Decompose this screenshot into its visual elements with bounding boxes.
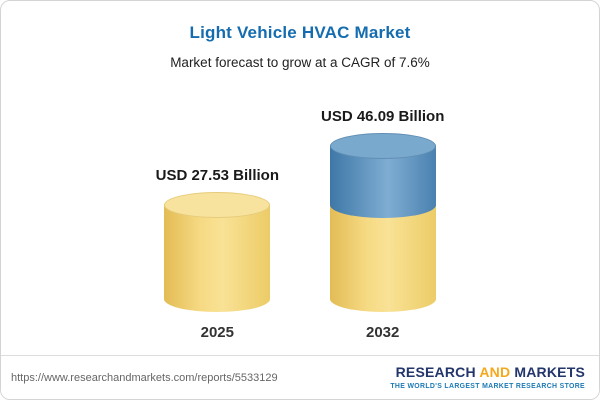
value-label-2025: USD 27.53 Billion [155, 167, 279, 184]
year-label-2025: 2025 [200, 324, 234, 341]
bar-group-2032: USD 46.09 Billion 2032 [321, 108, 444, 341]
cylinder-2032-segment-base [329, 205, 436, 312]
cylinder-2025-top [164, 192, 271, 218]
cylinder-2032-top [329, 133, 436, 159]
chart-title: Light Vehicle HVAC Market [189, 23, 411, 42]
bar-chart: USD 27.53 Billion 2025 USD 46.09 Billion… [1, 89, 599, 355]
footer: https://www.researchandmarkets.com/repor… [1, 355, 599, 399]
year-label-2032: 2032 [366, 324, 400, 341]
report-url-link[interactable]: https://www.researchandmarkets.com/repor… [11, 371, 278, 384]
cylinder-2025-body [164, 205, 271, 312]
chart-subtitle: Market forecast to grow at a CAGR of 7.6… [170, 55, 430, 70]
logo-word-markets: MARKETS [510, 363, 585, 380]
cylinder-2025 [164, 192, 271, 312]
cylinder-2032-segment-growth [329, 133, 436, 218]
logo-wordmark: RESEARCH AND MARKETS [390, 363, 585, 380]
research-and-markets-logo: RESEARCH AND MARKETS THE WORLD'S LARGEST… [390, 363, 585, 391]
chart-header: Light Vehicle HVAC Market Market forecas… [1, 1, 599, 89]
cylinder-2032 [329, 133, 436, 312]
logo-word-and: AND [479, 363, 511, 380]
logo-tagline: THE WORLD'S LARGEST MARKET RESEARCH STOR… [390, 382, 585, 390]
logo-word-research: RESEARCH [395, 363, 480, 380]
bar-group-2025: USD 27.53 Billion 2025 [156, 167, 279, 341]
value-label-2032: USD 46.09 Billion [321, 108, 445, 125]
